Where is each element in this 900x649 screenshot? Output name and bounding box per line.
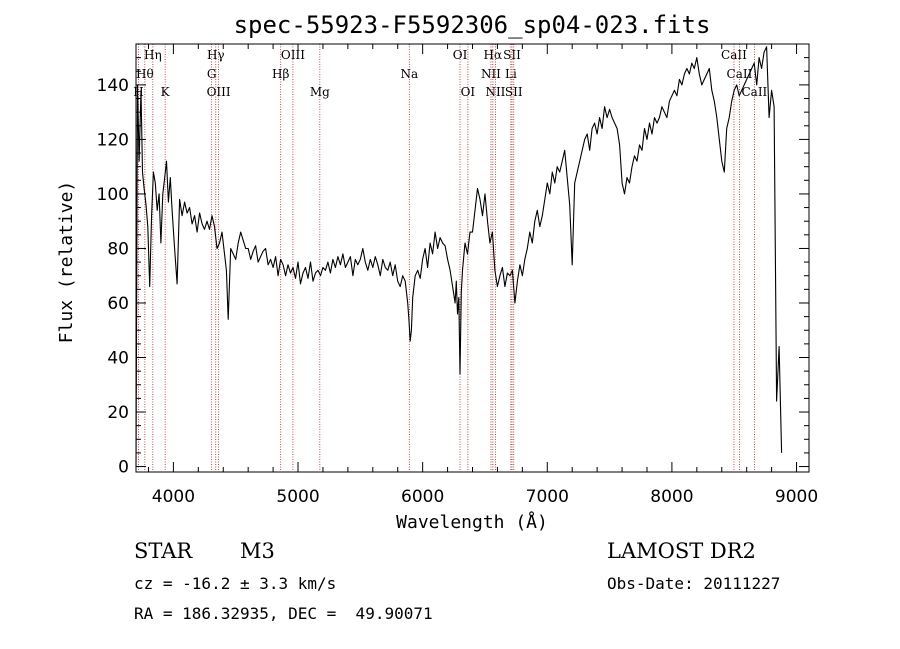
line-marker-label: CaII (741, 85, 767, 99)
object-class: STAR (134, 539, 193, 563)
y-tick-label: 100 (97, 185, 129, 205)
line-marker-label: OIII (281, 48, 305, 62)
object-subclass: M3 (240, 539, 275, 563)
line-marker-label: OI (453, 48, 468, 62)
line-marker-label: SII (505, 85, 523, 99)
line-marker-label: Li (505, 67, 517, 81)
line-marker-label: K (161, 85, 171, 99)
chart-title: spec-55923-F5592306_sp04-023.fits (234, 11, 711, 39)
coordinates-text: RA = 186.32935, DEC = 49.90071 (134, 604, 433, 623)
x-axis-ticks: 4000 5000 6000 7000 8000 9000 (147, 44, 818, 507)
x-tick-label: 9000 (775, 487, 818, 507)
y-axis-label: Flux (relative) (56, 181, 77, 344)
x-tick-label: 5000 (276, 487, 319, 507)
line-marker-label: Hη (144, 48, 162, 62)
y-tick-label: 20 (107, 403, 129, 423)
line-marker-label: Hθ (136, 67, 154, 81)
line-marker-label: OI (461, 85, 476, 99)
redshift-text: cz = -16.2 ± 3.3 km/s (134, 574, 337, 593)
line-marker-label: CaII (721, 48, 747, 62)
line-marker-label: H (133, 85, 143, 99)
flux-series (135, 46, 783, 467)
line-marker-label: Mg (310, 85, 330, 99)
y-tick-label: 40 (107, 349, 129, 369)
line-marker-label: Hβ (272, 67, 289, 81)
x-tick-label: 4000 (152, 487, 195, 507)
line-marker-label: NII (485, 85, 505, 99)
line-marker-label: Na (400, 67, 418, 81)
observation-date: Obs-Date: 20111227 (607, 574, 781, 593)
survey-name: LAMOST DR2 (607, 539, 756, 563)
y-tick-label: 80 (107, 239, 129, 259)
line-marker-label: G (207, 67, 217, 81)
line-marker-label: SII (503, 48, 521, 62)
y-axis-ticks: 0 20 40 60 80 100 120 140 (97, 57, 809, 478)
x-axis-label: Wavelength (Å) (396, 511, 548, 533)
line-marker-label: Hγ (207, 48, 225, 62)
line-marker-label: Hα (484, 48, 503, 62)
y-tick-label: 0 (118, 458, 129, 478)
y-tick-label: 120 (97, 130, 129, 150)
y-tick-label: 140 (97, 76, 129, 96)
x-tick-label: 8000 (650, 487, 693, 507)
x-tick-label: 7000 (526, 487, 569, 507)
spectral-line-markers: HHθHηKGHγOIIIHβOIIIMgNaOIOINIIHαNIILiSII… (133, 44, 768, 472)
line-marker-label: OIII (207, 85, 231, 99)
flux-line (135, 46, 783, 467)
line-marker-label: NII (481, 67, 501, 81)
plot-frame (135, 43, 810, 473)
line-marker-label: CaII (727, 67, 753, 81)
y-tick-label: 60 (107, 294, 129, 314)
x-tick-label: 6000 (401, 487, 444, 507)
